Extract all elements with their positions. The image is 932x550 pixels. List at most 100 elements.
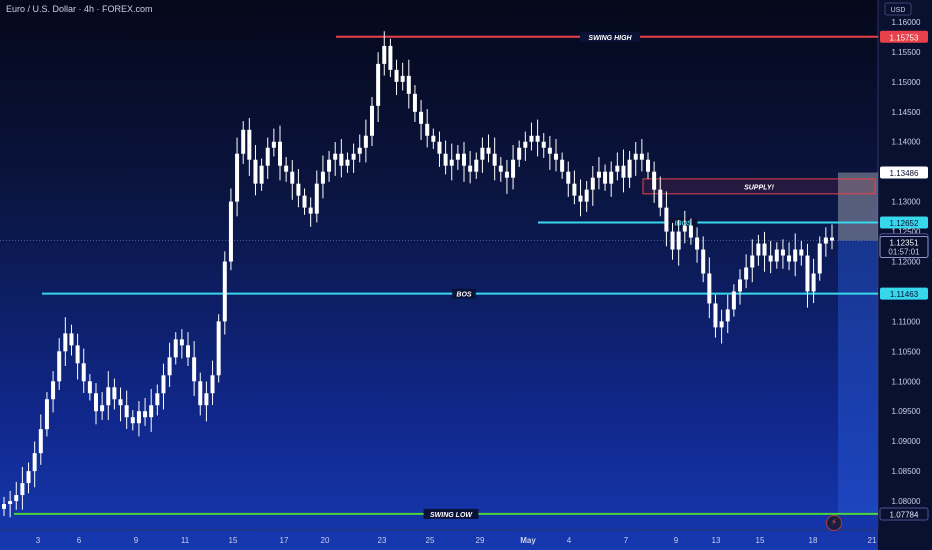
symbol-title: Euro / U.S. Dollar · 4h · FOREX.com: [6, 4, 153, 14]
candle-body: [173, 339, 178, 358]
candle-body: [560, 159, 565, 172]
x-tick-label: 15: [756, 536, 765, 545]
candle-body: [14, 495, 19, 502]
candle-body: [480, 147, 485, 160]
candle-body: [38, 429, 43, 454]
candle-body: [590, 177, 595, 190]
candle-body: [584, 189, 589, 202]
candle-body: [155, 393, 160, 406]
y-tick-label: 1.10000: [892, 377, 921, 386]
candle-body: [725, 309, 730, 322]
x-tick-label: 13: [712, 536, 721, 545]
bos-label-bg: [452, 288, 476, 299]
candle-body: [805, 255, 810, 292]
countdown-timer: 01:57:01: [888, 247, 920, 256]
candle-body: [707, 273, 712, 304]
candle-body: [100, 405, 105, 412]
candle-body: [314, 183, 319, 214]
candle-body: [253, 159, 258, 184]
candle-body: [474, 159, 479, 172]
y-tick-label: 1.08500: [892, 467, 921, 476]
candle-body: [63, 333, 68, 352]
candle-body: [81, 363, 86, 382]
candle-body: [327, 159, 332, 172]
x-tick-label: 9: [134, 536, 139, 545]
candle-body: [449, 159, 454, 166]
candle-body: [302, 195, 307, 208]
candle-body: [762, 243, 767, 256]
supply-zone: [642, 178, 876, 195]
candle-body: [143, 411, 148, 418]
supply-zone-label: SUPPLY!: [744, 184, 774, 191]
candle-body: [793, 249, 798, 262]
swing-low-label: SWING LOW: [430, 512, 473, 519]
candle-body: [235, 153, 240, 202]
candle-body: [468, 165, 473, 172]
x-tick-label: 29: [476, 536, 485, 545]
x-tick-label: 20: [321, 536, 330, 545]
x-tick-label: 11: [181, 536, 190, 545]
candle-body: [167, 357, 172, 376]
bos-price-tag: [880, 287, 928, 300]
candle-body: [51, 381, 56, 400]
candle-body: [443, 153, 448, 166]
candle-body: [682, 225, 687, 232]
candle-body: [615, 165, 620, 172]
bos-price: 1.11463: [890, 290, 919, 299]
lightning-icon[interactable]: ⚡: [826, 515, 842, 531]
candle-body: [701, 249, 706, 274]
candle-body: [492, 153, 497, 166]
ibos-label-bg: [668, 217, 698, 228]
candle-body: [136, 411, 141, 424]
price-tag-text: 1.07784: [890, 510, 919, 519]
candle-body: [547, 147, 552, 154]
price-tag-text: 1.13486: [890, 169, 919, 178]
swing-high-label: SWING HIGH: [588, 35, 632, 42]
candle-body: [529, 135, 534, 142]
x-tick-label: 9: [674, 536, 679, 545]
x-tick-label: 25: [426, 536, 435, 545]
candle-body: [437, 141, 442, 154]
currency-label: USD: [891, 7, 906, 14]
candle-body: [517, 147, 522, 160]
candle-body: [695, 237, 700, 250]
candle-body: [713, 303, 718, 328]
candle-body: [768, 255, 773, 262]
y-tick-label: 1.12500: [892, 228, 921, 237]
candle-body: [130, 417, 135, 424]
candle-body: [572, 183, 577, 196]
candle-body: [406, 75, 411, 94]
y-tick-label: 1.15000: [892, 78, 921, 87]
candle-body: [670, 231, 675, 250]
candle-body: [621, 165, 626, 178]
candle-body: [498, 165, 503, 172]
candle-body: [198, 381, 203, 406]
candle-body: [112, 387, 117, 400]
candle-body: [830, 237, 834, 241]
x-tick-label: 6: [77, 536, 82, 545]
candle-body: [400, 75, 405, 82]
swing-high-price-tag: [880, 30, 928, 43]
candle-body: [639, 153, 644, 160]
candle-body: [523, 141, 528, 148]
candle-body: [278, 141, 282, 166]
y-tick-label: 1.10500: [892, 347, 921, 356]
y-tick-label: 1.15500: [892, 48, 921, 57]
candle-body: [688, 225, 693, 238]
price-tag-1.07784: [879, 507, 929, 521]
ibos-label: IBOS: [674, 220, 691, 227]
candle-body: [388, 45, 393, 70]
take-profit-zone: [838, 240, 878, 515]
candle-body: [596, 171, 601, 178]
candle-body: [290, 171, 295, 184]
candle-body: [462, 153, 466, 166]
candle-body: [750, 255, 755, 268]
candle-body: [179, 339, 184, 346]
candle-body: [774, 249, 779, 262]
swing-high-label-bg: [580, 31, 640, 42]
y-tick-label: 1.16000: [892, 18, 921, 27]
candle-body: [603, 171, 608, 184]
y-tick-label: 1.09000: [892, 437, 921, 446]
stop-loss-zone: [838, 172, 878, 241]
